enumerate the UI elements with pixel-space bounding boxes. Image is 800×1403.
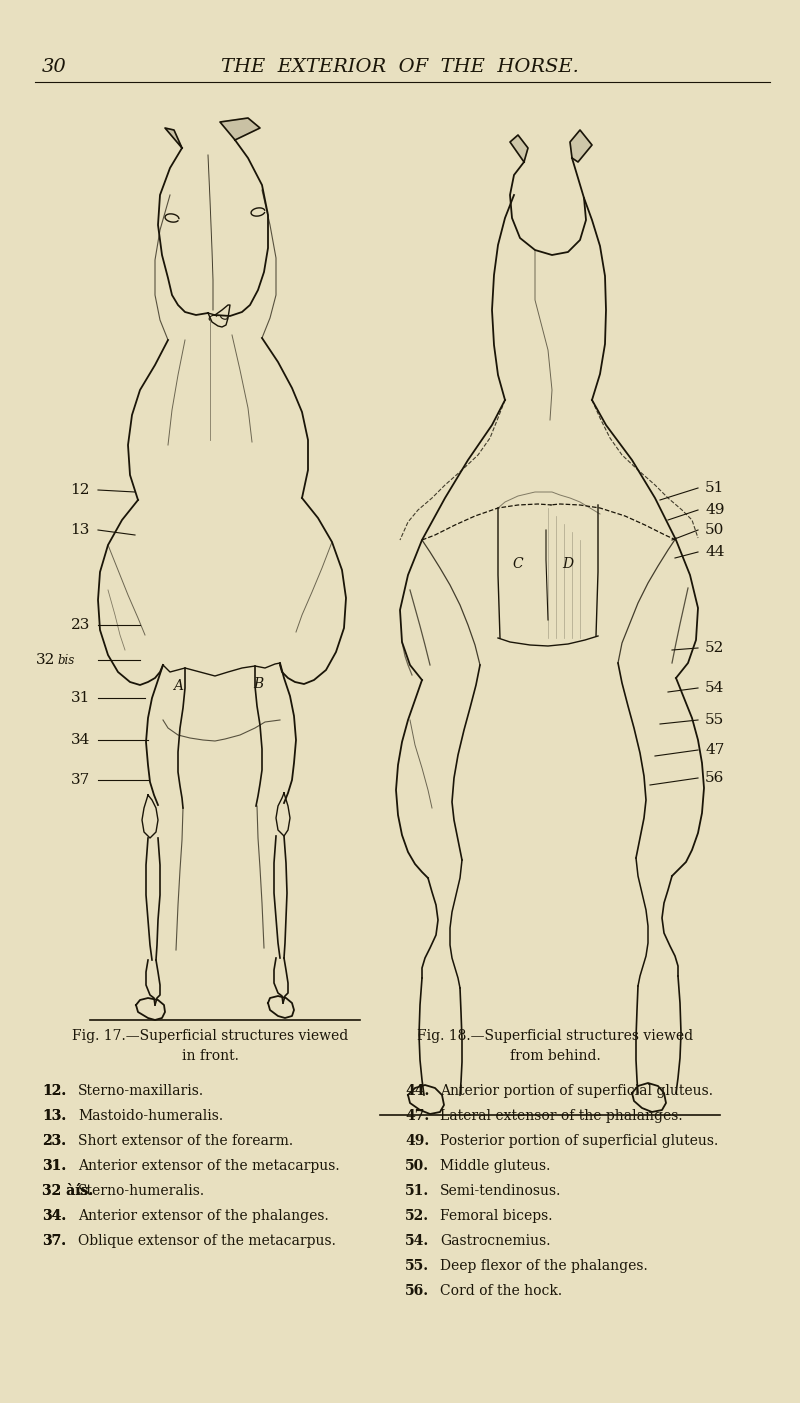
Text: Lateral extensor of the phalanges.: Lateral extensor of the phalanges. — [440, 1108, 682, 1122]
Text: 32: 32 — [36, 652, 55, 666]
Text: 37.: 37. — [42, 1235, 66, 1249]
Text: 49.: 49. — [405, 1134, 430, 1148]
Text: 56: 56 — [705, 772, 724, 786]
Text: 52: 52 — [705, 641, 724, 655]
Text: 31: 31 — [70, 692, 90, 704]
Text: 34.: 34. — [42, 1209, 66, 1223]
Text: 12.: 12. — [42, 1085, 66, 1099]
Text: Oblique extensor of the metacarpus.: Oblique extensor of the metacarpus. — [78, 1235, 336, 1249]
Text: THE  EXTERIOR  OF  THE  HORSE.: THE EXTERIOR OF THE HORSE. — [221, 58, 579, 76]
Text: from behind.: from behind. — [510, 1049, 600, 1063]
Text: Fig. 17.—Superficial structures viewed: Fig. 17.—Superficial structures viewed — [72, 1028, 348, 1042]
Text: 37.: 37. — [42, 1235, 66, 1249]
Text: 31.: 31. — [42, 1159, 66, 1173]
Text: 54.: 54. — [405, 1235, 430, 1249]
Text: 23.: 23. — [42, 1134, 66, 1148]
Text: 37: 37 — [70, 773, 90, 787]
Text: 47: 47 — [705, 744, 724, 758]
Text: Posterior portion of superficial gluteus.: Posterior portion of superficial gluteus… — [440, 1134, 718, 1148]
Text: Anterior extensor of the metacarpus.: Anterior extensor of the metacarpus. — [78, 1159, 340, 1173]
Text: 51.: 51. — [405, 1184, 430, 1198]
Text: Cord of the hock.: Cord of the hock. — [440, 1284, 562, 1298]
Polygon shape — [220, 118, 260, 140]
Polygon shape — [570, 130, 592, 161]
Text: Sterno-humeralis.: Sterno-humeralis. — [78, 1184, 205, 1198]
Text: B: B — [253, 678, 263, 692]
Text: Semi-tendinosus.: Semi-tendinosus. — [440, 1184, 562, 1198]
Text: Middle gluteus.: Middle gluteus. — [440, 1159, 550, 1173]
Polygon shape — [165, 128, 182, 147]
Text: 49: 49 — [705, 504, 725, 516]
Text: D: D — [562, 557, 574, 571]
Text: 44.: 44. — [405, 1085, 430, 1099]
Text: 34: 34 — [70, 732, 90, 746]
Text: 55: 55 — [705, 713, 724, 727]
Text: 23.: 23. — [42, 1134, 66, 1148]
Text: 12.: 12. — [42, 1085, 66, 1099]
Text: 47.: 47. — [405, 1108, 430, 1122]
Text: 23: 23 — [70, 617, 90, 631]
Text: 51: 51 — [705, 481, 724, 495]
Text: C: C — [513, 557, 523, 571]
Polygon shape — [510, 135, 528, 161]
Text: Short extensor of the forearm.: Short extensor of the forearm. — [78, 1134, 293, 1148]
Text: 32 àís.: 32 àís. — [42, 1184, 94, 1198]
Text: 50: 50 — [705, 523, 724, 537]
Text: Deep flexor of the phalanges.: Deep flexor of the phalanges. — [440, 1258, 648, 1273]
Text: 32 àís.: 32 àís. — [42, 1184, 94, 1198]
Text: 54: 54 — [705, 680, 724, 694]
Text: 13.: 13. — [42, 1108, 66, 1122]
Text: 30: 30 — [42, 58, 66, 76]
Text: 56.: 56. — [405, 1284, 429, 1298]
Text: Sterno-maxillaris.: Sterno-maxillaris. — [78, 1085, 204, 1099]
Text: 13: 13 — [70, 523, 90, 537]
Text: 34.: 34. — [42, 1209, 66, 1223]
Text: 31.: 31. — [42, 1159, 66, 1173]
Text: Femoral biceps.: Femoral biceps. — [440, 1209, 553, 1223]
Text: Anterior extensor of the phalanges.: Anterior extensor of the phalanges. — [78, 1209, 329, 1223]
Text: in front.: in front. — [182, 1049, 238, 1063]
Text: 13.: 13. — [42, 1108, 66, 1122]
Text: 50.: 50. — [405, 1159, 429, 1173]
Text: 55.: 55. — [405, 1258, 429, 1273]
Text: Gastrocnemius.: Gastrocnemius. — [440, 1235, 550, 1249]
Text: Fig. 18.—Superficial structures viewed: Fig. 18.—Superficial structures viewed — [417, 1028, 693, 1042]
Text: 52.: 52. — [405, 1209, 429, 1223]
Text: A: A — [173, 679, 183, 693]
Text: Mastoido-humeralis.: Mastoido-humeralis. — [78, 1108, 223, 1122]
Text: 44: 44 — [705, 544, 725, 558]
Text: 12: 12 — [70, 483, 90, 497]
Text: Anterior portion of superficial gluteus.: Anterior portion of superficial gluteus. — [440, 1085, 713, 1099]
Text: bis: bis — [58, 654, 75, 666]
